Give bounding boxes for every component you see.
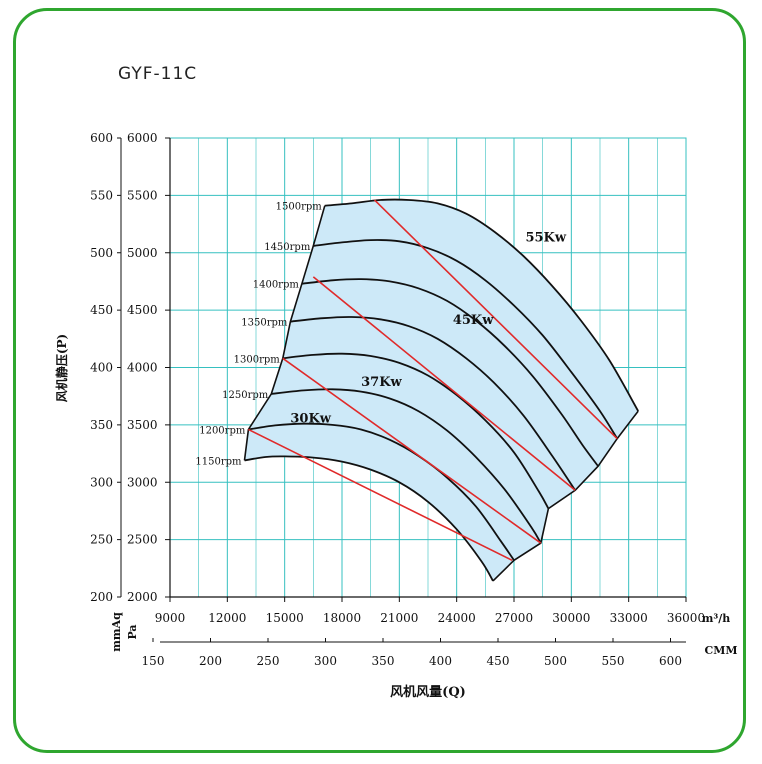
tick-label-m3h: 30000 [552,611,590,625]
tick-label-pa: 2000 [127,590,158,604]
tick-label-m3h: 24000 [438,611,476,625]
tick-label-pa: 4500 [127,303,158,317]
model-title: GYF-11C [118,64,198,84]
tick-label-m3h: 21000 [380,611,418,625]
tick-label-pa: 5500 [127,188,158,202]
tick-label-pa: 2500 [127,533,158,547]
tick-label-mmaq: 200 [90,590,113,604]
tick-label-m3h: 15000 [266,611,304,625]
rpm-curve [290,316,576,491]
tick-label-pa: 4000 [127,361,158,375]
tick-label-cmm: 450 [487,654,510,668]
tick-label-mmaq: 500 [90,246,113,260]
rpm-label: 1450rpm [264,242,311,253]
left-boundary-line [243,205,326,461]
tick-label-mmaq: 400 [90,361,113,375]
rpm-label: 1350rpm [241,318,288,329]
tick-label-cmm: 250 [257,654,280,668]
unit-m3h: m³/h [702,612,730,625]
rpm-curve [324,198,639,412]
power-line [282,357,542,544]
rpm-label: 1200rpm [199,425,246,436]
chart-frame [13,8,746,753]
unit-cmm: CMM [704,644,737,657]
rpm-curve [301,278,599,467]
y-axis-label: 风机静压(P) [54,334,69,402]
tick-label-m3h: 27000 [495,611,533,625]
unit-mmaq: mmAq [110,612,123,652]
tick-label-pa: 3000 [127,475,158,489]
power-line [248,428,513,561]
tick-label-cmm: 200 [199,654,222,668]
rpm-label: 1500rpm [276,202,323,213]
rpm-curve [248,422,515,561]
power-label: 45Kw [453,313,494,328]
rpm-curve [282,352,550,510]
tick-label-m3h: 12000 [208,611,246,625]
power-label: 30Kw [290,412,331,427]
tick-label-cmm: 550 [602,654,625,668]
operating-envelope [244,200,639,581]
tick-label-cmm: 300 [314,654,337,668]
tick-label-mmaq: 550 [90,188,113,202]
tick-label-m3h: 36000 [667,611,705,625]
tick-label-pa: 6000 [127,131,158,145]
tick-label-cmm: 500 [544,654,567,668]
rpm-label: 1150rpm [195,456,242,467]
rpm-curve [313,239,618,440]
rpm-label: 1400rpm [253,280,300,291]
tick-label-pa: 5000 [127,246,158,260]
rpm-label: 1300rpm [234,354,281,365]
power-label: 55Kw [525,230,566,245]
tick-label-pa: 3500 [127,418,158,432]
tick-label-mmaq: 250 [90,533,113,547]
rpm-curve [271,388,542,544]
tick-label-mmaq: 600 [90,131,113,145]
tick-label-cmm: 350 [372,654,395,668]
tick-label-cmm: 150 [142,654,165,668]
rpm-curve [244,455,494,582]
tick-label-mmaq: 350 [90,418,113,432]
power-line [373,199,618,440]
x-axis-label: 风机风量(Q) [390,684,466,700]
right-boundary-line [492,410,639,582]
tick-label-cmm: 600 [659,654,682,668]
tick-label-m3h: 18000 [323,611,361,625]
tick-label-mmaq: 450 [90,303,113,317]
rpm-label: 1250rpm [222,390,269,401]
tick-label-m3h: 9000 [155,611,186,625]
power-label: 37Kw [361,375,402,390]
tick-label-cmm: 400 [429,654,452,668]
power-line [312,276,576,491]
tick-label-m3h: 33000 [610,611,648,625]
unit-pa: Pa [126,624,139,639]
tick-label-mmaq: 300 [90,475,113,489]
